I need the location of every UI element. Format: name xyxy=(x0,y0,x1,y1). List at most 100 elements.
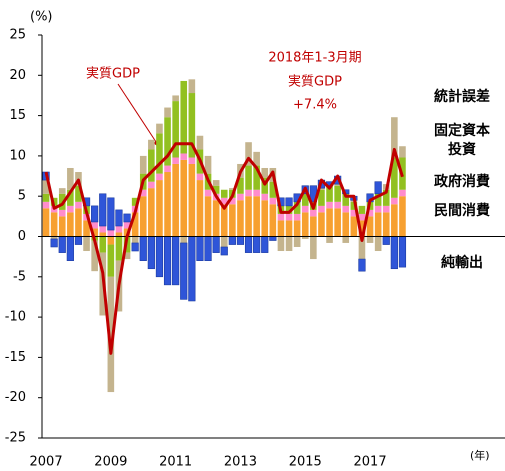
bar-segment xyxy=(91,221,98,229)
bar-segment xyxy=(212,180,220,186)
bar-segment xyxy=(172,95,179,102)
bar-segment xyxy=(358,236,366,260)
bar-segment xyxy=(115,209,123,227)
bar-segment xyxy=(66,236,74,261)
y-tick-label: -5 xyxy=(13,269,26,284)
bar-segment xyxy=(75,185,82,202)
bar-segment xyxy=(220,189,228,198)
bar-segment xyxy=(156,180,163,237)
bar-segment xyxy=(131,212,139,237)
bar-segment xyxy=(382,189,390,206)
bar-segment xyxy=(164,117,171,166)
legend-label: 固定資本投資 xyxy=(434,122,491,158)
bar-segment xyxy=(277,236,285,252)
legend-line: 投資 xyxy=(448,141,476,158)
bar-segment xyxy=(107,244,115,277)
bar-segment xyxy=(293,213,301,221)
bar-segment xyxy=(334,184,341,186)
bar-segment xyxy=(391,117,398,158)
bar-segment xyxy=(42,201,50,209)
bar-segment xyxy=(245,196,252,237)
x-tick-label: 2013 xyxy=(224,455,257,470)
bar-segment xyxy=(391,157,398,198)
legend-label: 統計誤差 xyxy=(434,88,490,105)
y-tick-label: 0 xyxy=(18,229,26,244)
bar-segment xyxy=(196,180,204,237)
bar-segment xyxy=(253,196,260,237)
bar-segment xyxy=(269,181,277,198)
bar-segment xyxy=(188,93,196,158)
bar-segment xyxy=(310,216,317,237)
bar-segment xyxy=(382,205,390,213)
bar-segment xyxy=(155,236,164,278)
bar-segment xyxy=(180,153,188,160)
bar-segment xyxy=(229,204,236,237)
bar-segment xyxy=(204,236,212,261)
bar-segment xyxy=(293,220,301,237)
bar-segment xyxy=(188,79,196,94)
bar-segment xyxy=(236,236,245,245)
bar-segment xyxy=(115,232,123,237)
bar-segment xyxy=(237,200,244,237)
bar-segment xyxy=(253,165,260,190)
bar-segment xyxy=(310,209,317,217)
bar-segment xyxy=(123,252,131,260)
bar-segment xyxy=(398,236,407,268)
bar-segment xyxy=(204,189,212,197)
bar-segment xyxy=(390,236,398,270)
y-unit: (%) xyxy=(30,10,53,25)
bar-segment xyxy=(148,149,155,182)
bar-segment xyxy=(172,101,179,158)
bar-segment xyxy=(318,189,325,206)
bar-segment xyxy=(318,205,325,213)
bar-segment xyxy=(358,213,366,221)
bar-segment xyxy=(131,242,139,252)
bar-segment xyxy=(301,236,309,239)
bar-segment xyxy=(253,236,261,253)
bar-segment xyxy=(261,193,269,201)
bar-segment xyxy=(220,246,228,256)
bar-segment xyxy=(50,238,58,248)
bar-segment xyxy=(139,196,147,237)
bar-segment xyxy=(172,157,179,164)
bar-segment xyxy=(67,189,74,206)
bar-segment xyxy=(382,236,390,245)
bar-segment xyxy=(99,226,107,233)
bar-segment xyxy=(285,213,293,221)
bar-segment xyxy=(326,201,333,209)
bar-segment xyxy=(139,189,147,197)
bar-segment xyxy=(285,197,293,207)
bar-segment xyxy=(261,167,269,178)
bar-segment xyxy=(148,181,155,189)
bar-segment xyxy=(91,228,98,237)
bar-segment xyxy=(58,209,66,217)
bar-segment xyxy=(180,242,188,300)
bar-segment xyxy=(245,189,252,197)
bar-segment xyxy=(391,197,398,205)
bar-segment xyxy=(42,208,50,237)
y-tick-label: 15 xyxy=(9,108,26,123)
bar-segment xyxy=(269,197,277,205)
bar-segment xyxy=(188,163,196,237)
bar-segment xyxy=(358,220,366,237)
annotation: +7.4% xyxy=(293,98,337,113)
bar-segment xyxy=(245,142,252,166)
bar-segment xyxy=(285,236,293,252)
bar-segment xyxy=(326,208,333,237)
bar-segment xyxy=(58,216,66,237)
annotation: 2018年1-3月期 xyxy=(268,51,361,66)
bar-segment xyxy=(229,188,236,190)
bar-segment xyxy=(42,180,50,194)
bar-segment xyxy=(253,189,260,197)
bar-segment xyxy=(261,200,269,237)
y-tick-label: -20 xyxy=(5,390,26,405)
bar-segment xyxy=(342,212,350,237)
bar-segment xyxy=(261,177,269,194)
bar-segment xyxy=(196,173,204,181)
bar-segment xyxy=(163,236,172,286)
bar-segment xyxy=(212,236,220,253)
bar-segment xyxy=(83,236,90,252)
bar-segment xyxy=(123,221,131,229)
bar-segment xyxy=(75,201,82,209)
bar-segment xyxy=(180,80,188,154)
